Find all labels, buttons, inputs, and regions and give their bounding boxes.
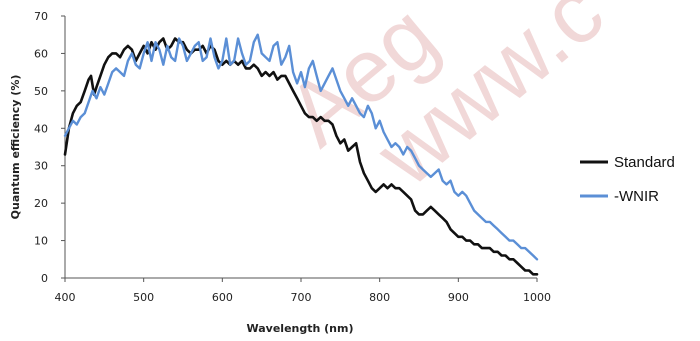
- y-tick-label: 10: [34, 235, 48, 248]
- plot-lines: [63, 33, 539, 276]
- x-axis-title: Wavelength (nm): [247, 322, 354, 335]
- legend: Standard -WNIR: [580, 154, 675, 205]
- y-ticks: 0 10 20 30 40 50 60 70: [34, 10, 65, 285]
- x-tick-label: 500: [133, 291, 154, 304]
- y-tick-label: 40: [34, 122, 48, 135]
- watermark: Aeg www.c: [269, 0, 622, 206]
- y-tick-label: 30: [34, 160, 48, 173]
- x-tick-label: 900: [448, 291, 469, 304]
- x-tick-label: 700: [291, 291, 312, 304]
- x-tick-label: 800: [369, 291, 390, 304]
- y-tick-label: 0: [41, 272, 48, 285]
- x-tick-label: 1000: [523, 291, 551, 304]
- y-axis-title: Quantum efficiency (%): [9, 75, 22, 220]
- series-line-standard: [63, 37, 539, 276]
- x-tick-label: 400: [55, 291, 76, 304]
- legend-label-wnir: -WNIR: [614, 188, 659, 205]
- y-tick-label: 20: [34, 197, 48, 210]
- y-tick-label: 70: [34, 10, 48, 23]
- series-line-wnir: [63, 33, 539, 261]
- y-tick-label: 60: [34, 47, 48, 60]
- y-tick-label: 50: [34, 85, 48, 98]
- legend-label-standard: Standard: [614, 154, 675, 171]
- x-tick-label: 600: [212, 291, 233, 304]
- x-ticks: 400 500 600 700 800 900 1000: [55, 278, 551, 304]
